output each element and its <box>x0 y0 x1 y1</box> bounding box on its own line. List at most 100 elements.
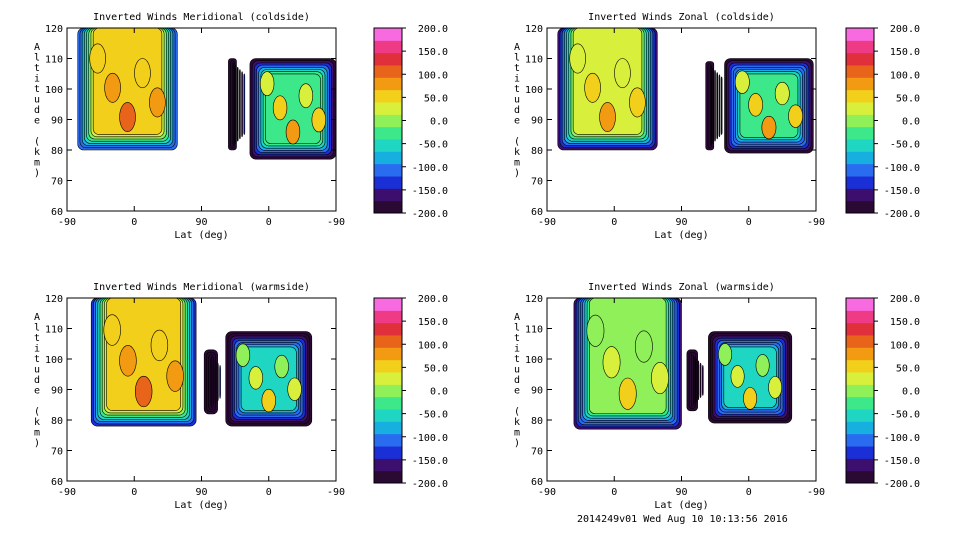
colorbar-swatch <box>374 421 402 435</box>
colorbar-tick-label: -100.0 <box>884 163 920 174</box>
x-axis-label: Lat (deg) <box>654 230 708 241</box>
x-axis-label: Lat (deg) <box>174 500 228 511</box>
wind-field <box>77 28 336 160</box>
contour-band <box>241 71 243 138</box>
contour-blob <box>287 377 302 401</box>
x-tick-label: -90 <box>538 217 556 228</box>
y-tick-label: 120 <box>45 24 63 35</box>
y-tick-label: 90 <box>51 116 63 127</box>
colorbar-swatch <box>374 470 402 484</box>
contour-band <box>712 67 714 144</box>
colorbar-swatch <box>374 163 402 177</box>
contour-blob <box>134 375 153 408</box>
y-tick-label: 70 <box>51 177 63 188</box>
colorbar-tick-label: 0.0 <box>430 387 448 398</box>
colorbar-tick-label: 50.0 <box>424 93 448 104</box>
colorbar-swatch <box>374 77 402 91</box>
field-region <box>225 331 313 427</box>
y-tick-label: 60 <box>51 477 63 488</box>
colorbar-swatch <box>846 139 874 152</box>
chart-title: Inverted Winds Meridional (warmside) <box>93 282 310 293</box>
colorbar-swatch <box>846 310 874 324</box>
contour-band <box>239 69 241 140</box>
contour-blob <box>119 345 137 377</box>
colorbar-swatch <box>374 298 402 311</box>
colorbar-swatch <box>374 433 402 447</box>
field-region <box>90 298 197 427</box>
x-tick-label: 0 <box>746 487 752 498</box>
field-region <box>203 349 221 415</box>
colorbar-tick-label: 150.0 <box>890 317 920 328</box>
contour-blob <box>651 361 669 395</box>
x-tick-label: 0 <box>131 217 137 228</box>
colorbar-swatch <box>846 40 874 54</box>
colorbar-swatch <box>846 65 874 78</box>
colorbar-swatch <box>846 176 874 189</box>
contour-band <box>693 356 695 405</box>
contour-band <box>720 76 723 135</box>
colorbar-tick-label: -150.0 <box>412 186 448 197</box>
chart-panel-3: Inverted Winds Meridional (warmside) 60 70… <box>34 282 448 511</box>
colorbar-swatch <box>374 28 402 41</box>
y-tick-label: 100 <box>525 85 543 96</box>
colorbar-tick-label: 150.0 <box>418 47 448 58</box>
x-tick-label: 90 <box>195 487 207 498</box>
wind-field <box>90 298 313 427</box>
y-tick-label: 60 <box>51 207 63 218</box>
colorbar-tick-label: 100.0 <box>418 70 448 81</box>
contour-blob <box>261 388 276 413</box>
colorbar-swatch <box>374 188 402 202</box>
y-tick-label: 120 <box>525 294 543 305</box>
colorbar-tick-label: 50.0 <box>896 93 920 104</box>
colorbar-tick-label: 200.0 <box>890 294 920 305</box>
colorbar-swatch <box>846 433 874 447</box>
colorbar-swatch <box>846 372 874 385</box>
y-tick-label: 80 <box>51 416 63 427</box>
contour-band <box>697 360 700 401</box>
field-region <box>557 28 658 151</box>
contour-blob <box>614 58 631 89</box>
colorbar-swatch <box>846 151 874 165</box>
colorbar-swatch <box>846 335 874 348</box>
colorbar-swatch <box>846 52 874 66</box>
colorbar-tick-label: -150.0 <box>884 456 920 467</box>
contour-blob <box>734 70 750 94</box>
x-axis-label: Lat (deg) <box>654 500 708 511</box>
colorbar-swatch <box>374 151 402 165</box>
y-tick-label: 60 <box>531 477 543 488</box>
colorbar-swatch <box>846 114 874 128</box>
x-axis-label: Lat (deg) <box>174 230 228 241</box>
y-tick-label: 100 <box>525 355 543 366</box>
y-tick-label: 80 <box>531 416 543 427</box>
colorbar-tick-label: 100.0 <box>890 340 920 351</box>
colorbar: 200.0 150.0 100.0 50.0 0.0 -50.0 -100.0 -150.0 -… <box>845 294 920 490</box>
colorbar-swatch <box>374 359 402 373</box>
x-tick-label: -90 <box>807 217 825 228</box>
contour-band <box>690 353 694 407</box>
x-tick-label: -90 <box>538 487 556 498</box>
colorbar-swatch <box>374 384 402 398</box>
colorbar-swatch <box>374 114 402 128</box>
chart-title: Inverted Winds Meridional (coldside) <box>93 12 310 23</box>
colorbar-tick-label: -150.0 <box>884 186 920 197</box>
contour-blob <box>274 354 289 379</box>
contour-blob <box>119 102 136 132</box>
colorbar-swatch <box>374 310 402 324</box>
colorbar-swatch <box>846 298 874 311</box>
contour-blob <box>774 81 790 106</box>
colorbar-tick-label: -200.0 <box>412 479 448 490</box>
field-region <box>686 349 704 412</box>
contour-blob <box>311 107 326 133</box>
contour-band <box>236 67 239 142</box>
contour-band <box>219 364 221 399</box>
contour-blob <box>718 343 733 366</box>
y-tick-label: 100 <box>45 355 63 366</box>
colorbar-tick-label: 100.0 <box>890 70 920 81</box>
colorbar-tick-label: -100.0 <box>412 433 448 444</box>
contour-blob <box>761 115 777 140</box>
contour-blob <box>743 387 758 410</box>
colorbar-swatch <box>374 200 402 214</box>
contour-blob <box>618 377 637 410</box>
